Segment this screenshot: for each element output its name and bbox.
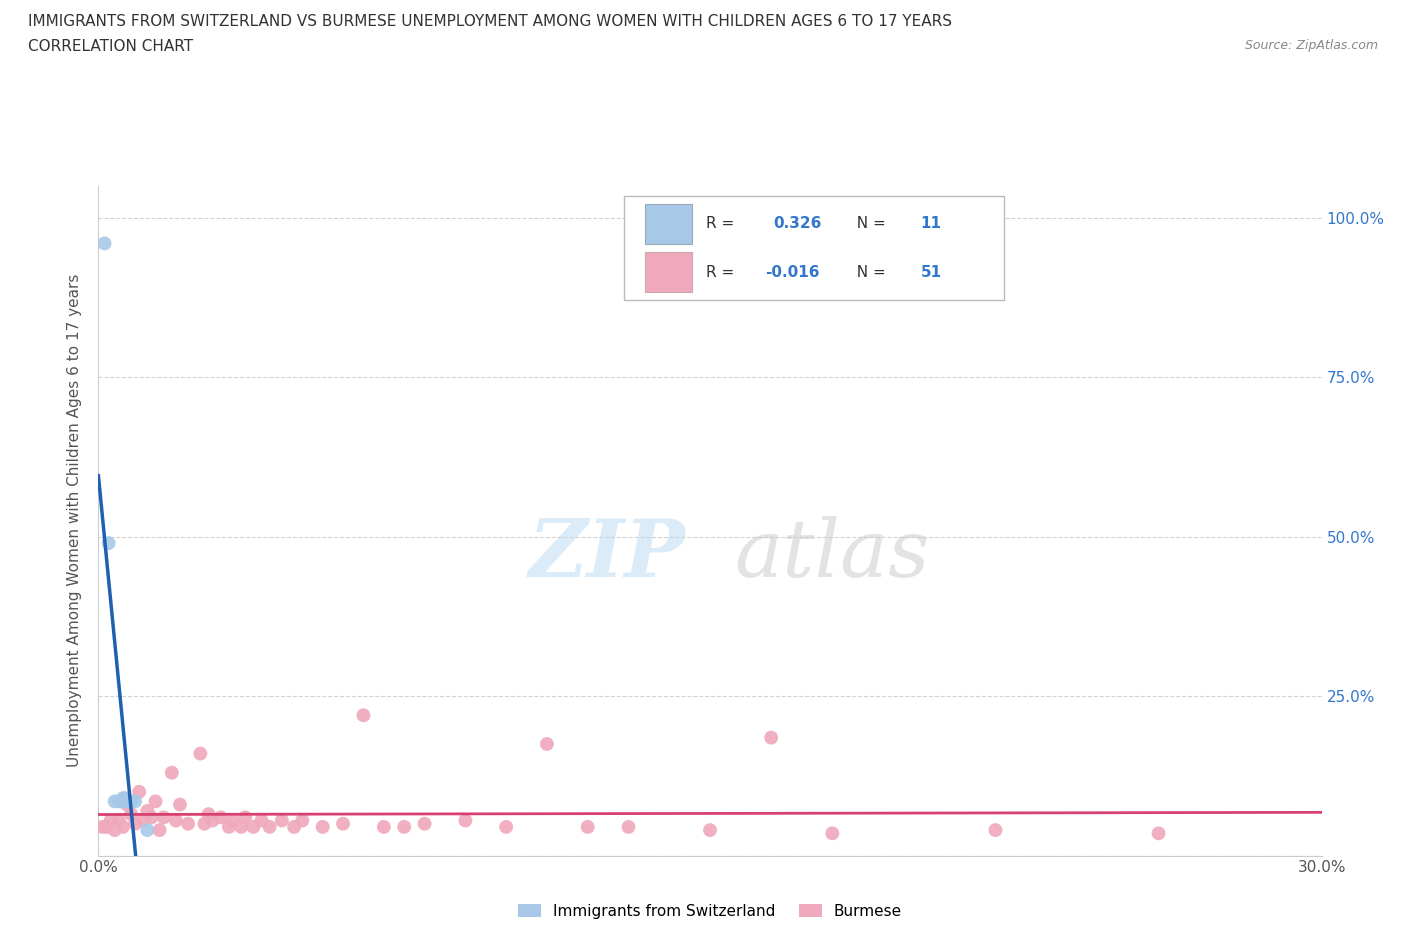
Point [120,806,142,821]
Point [250,813,273,828]
Point [617,819,640,834]
Point [160,765,183,780]
Point [91,819,114,834]
Bar [645,252,692,292]
Point [373,819,395,834]
Text: R =: R = [706,265,740,280]
Point [209,810,232,825]
Point [413,817,436,831]
Text: CORRELATION CHART: CORRELATION CHART [28,39,193,54]
Point [132,813,155,828]
Point [128,784,150,799]
Text: N =: N = [846,265,890,280]
Point [104,823,127,838]
Point [111,790,134,805]
Point [114,790,136,805]
Point [120,794,142,809]
Point [111,819,134,834]
Text: N =: N = [846,216,890,232]
Point [222,813,245,828]
Text: R =: R = [706,216,740,232]
Point [201,813,224,828]
Point [576,819,599,834]
Text: Source: ZipAtlas.com: Source: ZipAtlas.com [1244,39,1378,52]
Point [108,794,131,809]
Point [1147,826,1170,841]
Point [141,810,163,825]
Point [242,819,264,834]
Point [124,794,146,809]
Point [188,746,212,761]
Text: 0.326: 0.326 [773,216,823,232]
Text: 51: 51 [921,265,942,280]
Point [152,810,174,825]
Point [108,813,131,828]
Point [495,819,517,834]
Point [821,826,844,841]
Point [115,794,138,809]
Point [231,819,253,834]
Y-axis label: Unemployment Among Women with Children Ages 6 to 17 years: Unemployment Among Women with Children A… [67,274,83,767]
Point [136,804,159,818]
Text: -0.016: -0.016 [765,265,820,280]
Point [110,794,132,809]
Point [291,813,314,828]
Legend: Immigrants from Switzerland, Burmese: Immigrants from Switzerland, Burmese [512,897,908,925]
Point [332,817,354,831]
Point [283,819,305,834]
Point [233,810,256,825]
Point [193,817,215,831]
Point [100,813,122,828]
Point [169,797,191,812]
Point [165,813,187,828]
Point [312,819,335,834]
Text: 11: 11 [921,216,942,232]
Point [352,708,374,723]
Point [454,813,477,828]
Point [97,536,120,551]
Point [392,819,416,834]
Point [115,797,138,812]
Point [136,823,159,838]
Point [149,823,172,838]
Point [93,236,115,251]
Point [259,819,281,834]
Text: atlas: atlas [734,515,929,593]
Point [218,819,240,834]
Point [270,813,294,828]
Point [96,819,118,834]
Text: IMMIGRANTS FROM SWITZERLAND VS BURMESE UNEMPLOYMENT AMONG WOMEN WITH CHILDREN AG: IMMIGRANTS FROM SWITZERLAND VS BURMESE U… [28,14,952,29]
Text: ZIP: ZIP [529,515,686,593]
Point [699,823,721,838]
Point [984,823,1007,838]
FancyBboxPatch shape [624,196,1004,299]
Point [104,794,127,809]
Point [197,806,219,821]
Point [124,817,146,831]
Bar [645,204,692,244]
Point [145,794,167,809]
Point [177,817,200,831]
Point [761,730,783,745]
Point [536,737,558,751]
